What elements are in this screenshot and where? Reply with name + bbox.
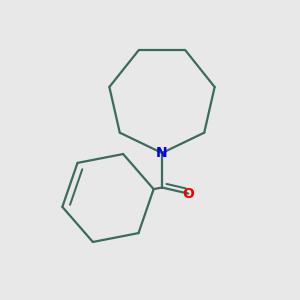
Text: N: N xyxy=(156,146,168,160)
Text: O: O xyxy=(182,187,194,201)
